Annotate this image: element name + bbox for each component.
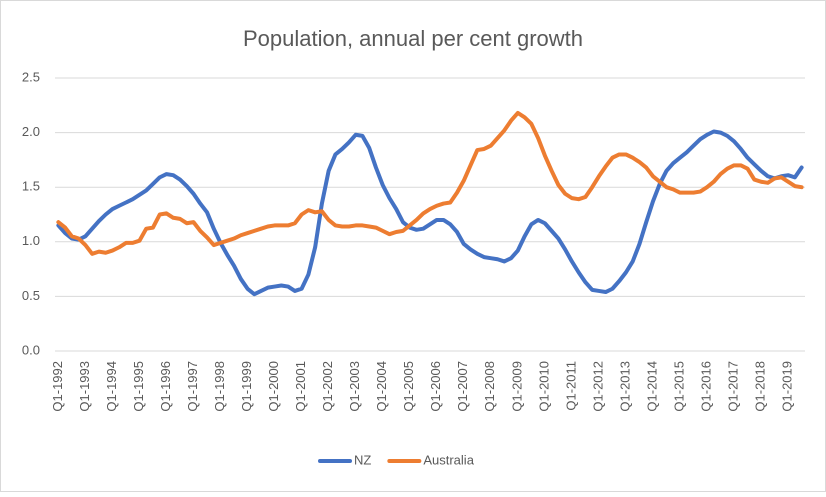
series-line <box>56 110 804 256</box>
x-tick-label: Q1-2007 <box>455 361 470 412</box>
y-tick-label: 1.5 <box>22 179 40 194</box>
x-tick-label: Q1-2000 <box>266 361 281 412</box>
x-tick-label: Q1-1998 <box>212 361 227 412</box>
x-tick-label: Q1-2010 <box>536 361 551 412</box>
x-tick-label: Q1-2001 <box>293 361 308 412</box>
x-tick-label: Q1-1992 <box>50 361 65 412</box>
y-tick-label: 1.0 <box>22 233 40 248</box>
x-tick-label: Q1-2005 <box>401 361 416 412</box>
x-tick-label: Q1-1993 <box>77 361 92 412</box>
y-tick-label: 0.5 <box>22 288 40 303</box>
x-tick-label: Q1-2011 <box>563 361 578 411</box>
x-tick-label: Q1-2017 <box>725 361 740 412</box>
chart-title: Population, annual per cent growth <box>243 26 583 51</box>
x-tick-label: Q1-2013 <box>617 361 632 412</box>
x-tick-label: Q1-2016 <box>698 361 713 412</box>
x-tick-label: Q1-1997 <box>185 361 200 412</box>
x-tick-label: Q1-2004 <box>374 361 389 412</box>
x-tick-label: Q1-2008 <box>482 361 497 412</box>
y-tick-label: 2.0 <box>22 124 40 139</box>
x-tick-label: Q1-2006 <box>428 361 443 412</box>
x-tick-label: Q1-2002 <box>320 361 335 412</box>
x-tick-label: Q1-1995 <box>131 361 146 412</box>
x-tick-label: Q1-2015 <box>671 361 686 412</box>
x-tick-label: Q1-1996 <box>158 361 173 412</box>
y-tick-label: 2.5 <box>22 69 40 84</box>
x-tick-label: Q1-2018 <box>753 361 768 412</box>
x-tick-label: Q1-2009 <box>509 361 524 412</box>
x-tick-label: Q1-1999 <box>239 361 254 412</box>
x-tick-label: Q1-2003 <box>347 361 362 412</box>
x-tick-label: Q1-2019 <box>780 361 795 412</box>
legend-label: NZ <box>354 452 371 467</box>
x-tick-label: Q1-1994 <box>104 361 119 412</box>
x-tick-label: Q1-2014 <box>644 361 659 412</box>
y-tick-label: 0.0 <box>22 342 40 357</box>
x-tick-label: Q1-2012 <box>590 361 605 412</box>
series-line <box>56 129 804 297</box>
legend-label: Australia <box>423 452 474 467</box>
